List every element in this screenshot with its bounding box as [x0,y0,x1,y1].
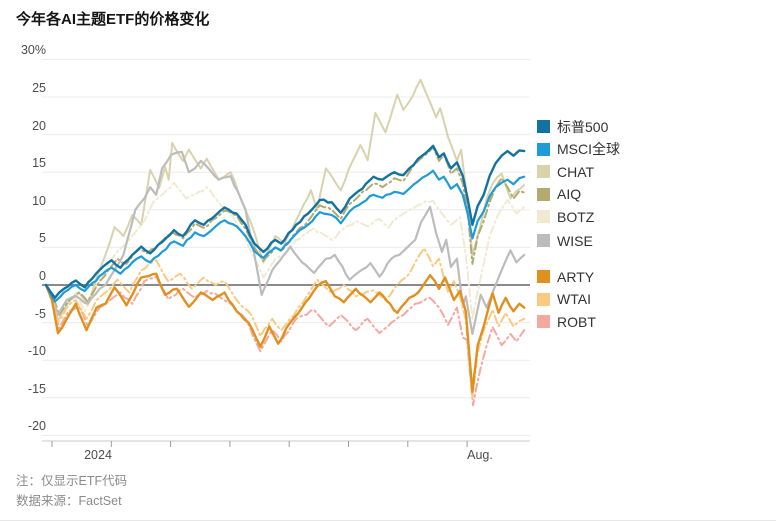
legend-swatch-botz [537,210,550,223]
x-axis-label-2024: 2024 [84,448,112,462]
series-line-sp500 [44,144,526,299]
legend-swatch-wtai [537,292,550,306]
y-axis-label: -10 [27,344,46,359]
y-axis-label: -20 [27,419,46,434]
legend-label-msci: MSCI全球 [557,141,620,157]
legend-label-chat: CHAT [557,163,595,180]
legend-swatch-sp500 [537,120,550,133]
series-line-msci [44,169,526,303]
legend-label-sp500: 标普500 [557,118,609,135]
legend-swatch-robt [537,315,550,328]
y-axis-label: 0 [39,269,46,283]
legend-swatch-aiq [537,187,550,201]
y-axis-label: 15 [32,156,46,171]
legend-item-sp500: 标普500 [537,118,620,135]
legend-label-aiq: AIQ [557,186,582,202]
series-line-chat [45,78,526,322]
y-axis-label: 5 [39,231,46,246]
bottom-divider [0,520,776,521]
y-axis-label: -15 [27,381,46,396]
legend-label-arty: ARTY [557,268,595,285]
chart-title: 今年各AI主题ETF的价格变化 [16,11,210,28]
legend-swatch-chat [537,165,550,178]
legend-item-botz: BOTZ [537,208,620,225]
legend-label-botz: BOTZ [557,208,595,225]
series-line-aiq [45,146,526,317]
legend-item-chat: CHAT [537,163,620,180]
series-line-wtai [45,247,526,399]
series-line-arty [44,272,526,393]
legend-label-robt: ROBT [557,313,596,330]
source-note: 数据来源：FactSet [16,494,122,508]
footnote: 注：仅显示ETF代码 [16,474,128,488]
y-axis-label: 10 [32,193,46,208]
y-axis-label: 25 [32,81,46,95]
legend-item-robt: ROBT [537,313,620,330]
y-axis-label: -5 [34,306,46,321]
series-line-wise [44,150,526,335]
legend-item-arty: ARTY [537,268,620,285]
legend-swatch-wise [537,234,550,247]
legend-item-aiq: AIQ [537,186,620,202]
legend-label-wtai: WTAI [557,291,591,307]
legend: 标普500 MSCI全球 CHAT AIQ BOTZ WISE ARTY WTA… [537,119,620,337]
legend-label-wise: WISE [557,232,593,249]
legend-swatch-arty [537,270,550,283]
legend-item-wise: WISE [537,232,620,249]
x-axis-label-aug: Aug. [467,448,493,462]
legend-swatch-msci [537,142,550,156]
series-line-botz [45,181,526,333]
legend-item-wtai: WTAI [537,291,620,307]
legend-item-msci: MSCI全球 [537,141,620,157]
y-axis-label: 20 [32,118,46,133]
y-axis-label: 30% [20,43,46,58]
